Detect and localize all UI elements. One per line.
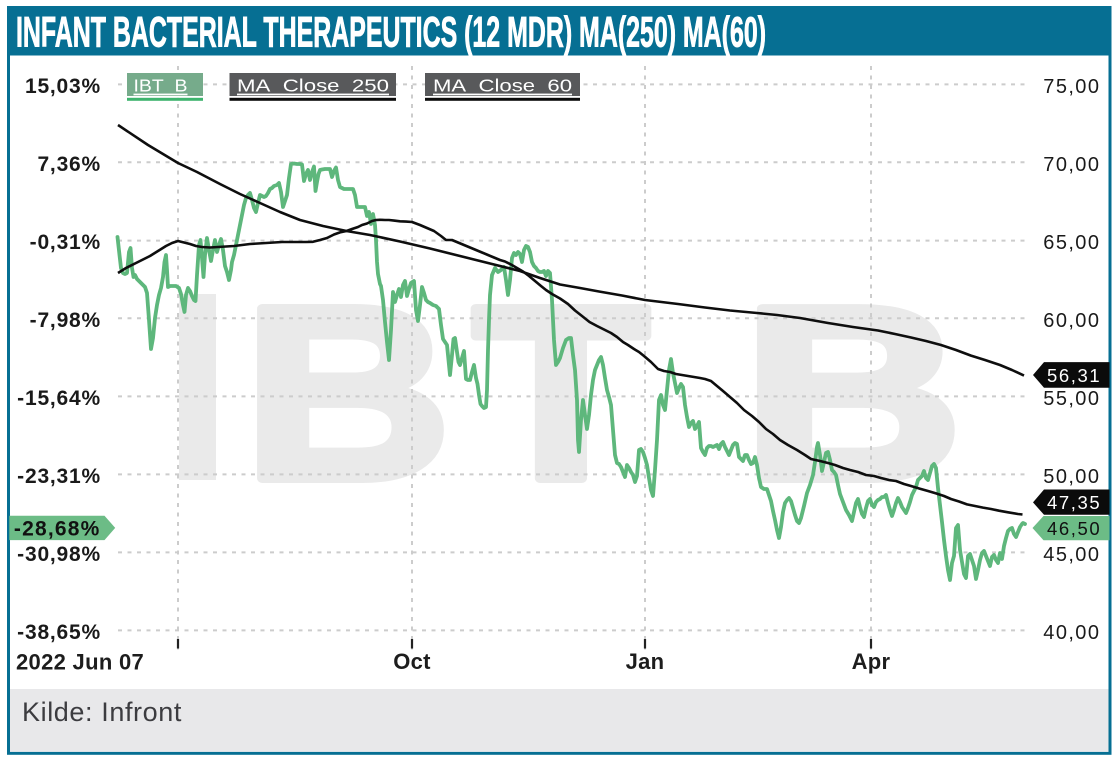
svg-text:-38,65%: -38,65% xyxy=(17,621,101,644)
svg-text:MA_Close_250: MA_Close_250 xyxy=(237,76,389,97)
svg-text:-30,98%: -30,98% xyxy=(17,543,101,566)
svg-text:65,00: 65,00 xyxy=(1043,232,1100,254)
svg-text:Oct: Oct xyxy=(393,649,431,674)
svg-text:75,00: 75,00 xyxy=(1043,76,1100,98)
svg-text:45,00: 45,00 xyxy=(1043,544,1100,566)
svg-text:15,03%: 15,03% xyxy=(25,75,101,98)
svg-text:Kilde: Infront: Kilde: Infront xyxy=(22,697,182,727)
svg-text:-0,31%: -0,31% xyxy=(30,231,101,254)
svg-text:-15,64%: -15,64% xyxy=(17,387,101,410)
svg-text:7,36%: 7,36% xyxy=(37,153,101,176)
svg-text:-7,98%: -7,98% xyxy=(30,309,101,332)
svg-text:55,00: 55,00 xyxy=(1043,388,1100,410)
svg-text:2022 Jun 07: 2022 Jun 07 xyxy=(16,650,144,675)
svg-text:IBT_B: IBT_B xyxy=(134,76,188,97)
svg-text:-23,31%: -23,31% xyxy=(17,465,101,488)
svg-text:Jan: Jan xyxy=(626,649,665,674)
svg-text:MA_Close_60: MA_Close_60 xyxy=(433,76,572,97)
svg-text:56,31: 56,31 xyxy=(1047,365,1101,386)
svg-text:50,00: 50,00 xyxy=(1043,466,1100,488)
svg-text:46,50: 46,50 xyxy=(1047,518,1101,539)
svg-text:40,00: 40,00 xyxy=(1043,622,1100,644)
svg-text:47,35: 47,35 xyxy=(1047,492,1101,513)
svg-text:-28,68%: -28,68% xyxy=(14,517,101,540)
svg-text:B: B xyxy=(742,255,963,531)
svg-text:INFANT BACTERIAL THERAPEUTICS: INFANT BACTERIAL THERAPEUTICS (12 MDR) M… xyxy=(16,9,766,57)
svg-text:70,00: 70,00 xyxy=(1043,154,1100,176)
svg-text:60,00: 60,00 xyxy=(1043,310,1100,332)
svg-text:Apr: Apr xyxy=(852,649,891,674)
